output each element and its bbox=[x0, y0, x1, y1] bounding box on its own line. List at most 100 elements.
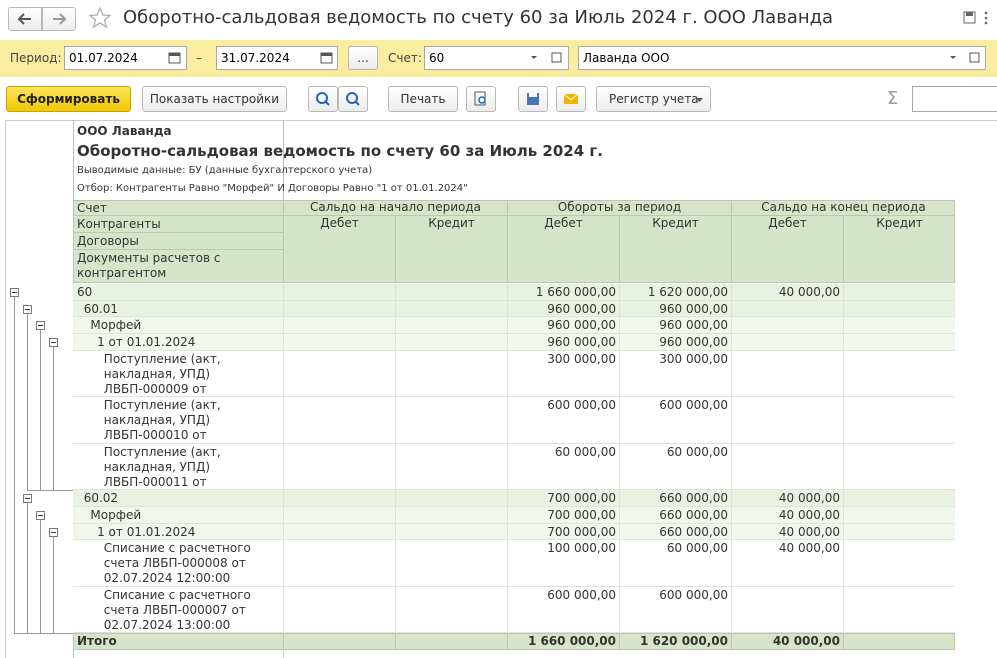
row-value bbox=[283, 586, 395, 634]
row-label: 60 bbox=[77, 285, 93, 299]
organization-field[interactable]: Лаванда ООО bbox=[578, 46, 986, 70]
row-bg bbox=[73, 300, 955, 318]
date-to-text: 31.07.2024 bbox=[221, 51, 290, 65]
date-from[interactable]: 01.07.2024 bbox=[64, 46, 187, 70]
organization-controls[interactable] bbox=[946, 52, 986, 64]
row-value bbox=[283, 350, 395, 398]
row-bg bbox=[73, 284, 955, 301]
row-label: Списание с расчетного счета ЛВБП-000008 … bbox=[103, 541, 251, 586]
header-sub: Дебет bbox=[507, 216, 619, 283]
row-value bbox=[731, 334, 843, 351]
back-button[interactable] bbox=[8, 7, 42, 31]
total-value bbox=[395, 633, 507, 651]
row-value: 960 000,00 bbox=[619, 334, 731, 351]
total-value: 1 620 000,00 bbox=[619, 633, 731, 651]
row-label: 60.01 bbox=[83, 301, 119, 316]
search-clear-button[interactable] bbox=[338, 86, 368, 112]
preview-button[interactable] bbox=[466, 86, 496, 112]
account-field[interactable]: 60 bbox=[424, 46, 569, 70]
calendar-icon[interactable] bbox=[320, 51, 334, 65]
report-organization: ООО Лаванда bbox=[77, 124, 172, 138]
row-value: 960 000,00 bbox=[507, 317, 619, 335]
period-button[interactable]: ... bbox=[348, 46, 378, 70]
row-value bbox=[731, 443, 843, 491]
total-value: 1 660 000,00 bbox=[507, 633, 619, 651]
row-value bbox=[283, 540, 395, 587]
collapse-minus bbox=[51, 342, 56, 344]
row-label: Поступление (акт, накладная, УПД) ЛВБП-0… bbox=[103, 444, 230, 491]
tree-line bbox=[40, 520, 41, 634]
header-sub: Дебет bbox=[283, 216, 395, 283]
row-value: 100 000,00 bbox=[507, 540, 619, 587]
tree-line bbox=[27, 313, 28, 491]
row-value bbox=[283, 507, 395, 524]
header-sub: Кредит bbox=[619, 216, 731, 283]
total-label: Итого bbox=[77, 634, 117, 649]
organization-text: Лаванда ООО bbox=[583, 51, 670, 65]
row-value: 60 000,00 bbox=[619, 443, 731, 491]
row-label: Морфей bbox=[90, 318, 142, 333]
row-value bbox=[283, 490, 395, 507]
calendar-icon[interactable] bbox=[168, 51, 182, 65]
row-value bbox=[731, 586, 843, 634]
forward-button[interactable] bbox=[42, 7, 76, 31]
row-value: 40 000,00 bbox=[731, 507, 843, 524]
favorite-star[interactable] bbox=[88, 6, 112, 30]
row-value bbox=[395, 334, 507, 351]
report-data-shown: Выводимые данные: БУ (данные бухгалтерск… bbox=[77, 165, 373, 176]
total-value: 40 000,00 bbox=[731, 633, 843, 651]
row-value bbox=[395, 284, 507, 301]
settings-button[interactable]: Показать настройки bbox=[142, 86, 287, 112]
row-bg bbox=[73, 334, 955, 351]
report-filter: Отбор: Контрагенты Равно "Морфей" И Дого… bbox=[77, 183, 468, 194]
report-title: Оборотно-сальдовая ведомость по счету 60… bbox=[77, 142, 603, 160]
register-button[interactable]: Регистр учета bbox=[596, 86, 711, 112]
tree-line bbox=[14, 297, 15, 634]
row-value bbox=[283, 334, 395, 351]
search-button[interactable] bbox=[308, 86, 338, 112]
row-value bbox=[843, 350, 955, 398]
date-to[interactable]: 31.07.2024 bbox=[216, 46, 338, 70]
generate-button[interactable]: Сформировать bbox=[6, 86, 131, 112]
header-hierarchy: Контрагенты bbox=[74, 216, 283, 233]
row-value: 1 620 000,00 bbox=[619, 284, 731, 301]
row-value bbox=[283, 523, 395, 541]
account-text: 60 bbox=[429, 51, 445, 65]
row-label: 60.02 bbox=[83, 491, 119, 506]
row-label: Морфей bbox=[90, 508, 142, 522]
total-value bbox=[283, 633, 395, 651]
row-value: 700 000,00 bbox=[507, 490, 619, 507]
row-value bbox=[843, 507, 955, 524]
row-value bbox=[395, 317, 507, 335]
row-value: 600 000,00 bbox=[619, 397, 731, 444]
window-icons[interactable] bbox=[962, 10, 992, 26]
row-value: 660 000,00 bbox=[619, 523, 731, 541]
row-value bbox=[395, 490, 507, 507]
row-value bbox=[731, 397, 843, 444]
header-group: Сальдо на начало периода bbox=[283, 200, 507, 216]
collapse-minus bbox=[51, 531, 56, 533]
row-value: 300 000,00 bbox=[619, 350, 731, 398]
row-value bbox=[283, 443, 395, 491]
collapse-minus bbox=[25, 308, 30, 310]
collapse-minus bbox=[25, 498, 30, 500]
row-value: 600 000,00 bbox=[619, 586, 731, 634]
sigma: Σ bbox=[887, 88, 899, 109]
header-sub: Кредит bbox=[843, 216, 955, 283]
row-value bbox=[843, 586, 955, 634]
row-value bbox=[395, 300, 507, 318]
row-label: Поступление (акт, накладная, УПД) ЛВБП-0… bbox=[103, 351, 230, 398]
save-button[interactable] bbox=[518, 86, 548, 112]
date-from-text: 01.07.2024 bbox=[69, 51, 138, 65]
email-button[interactable] bbox=[556, 86, 586, 112]
column-line bbox=[283, 650, 284, 658]
print-button[interactable]: Печать bbox=[388, 86, 458, 112]
row-value: 300 000,00 bbox=[507, 350, 619, 398]
row-value bbox=[731, 317, 843, 335]
row-label: 1 от 01.01.2024 bbox=[97, 335, 196, 350]
row-label: Поступление (акт, накладная, УПД) ЛВБП-0… bbox=[103, 398, 230, 444]
account-label: Счет: bbox=[388, 51, 422, 65]
account-controls[interactable] bbox=[528, 52, 568, 64]
generate-text: Сформировать bbox=[17, 92, 120, 106]
row-bg bbox=[73, 507, 955, 524]
